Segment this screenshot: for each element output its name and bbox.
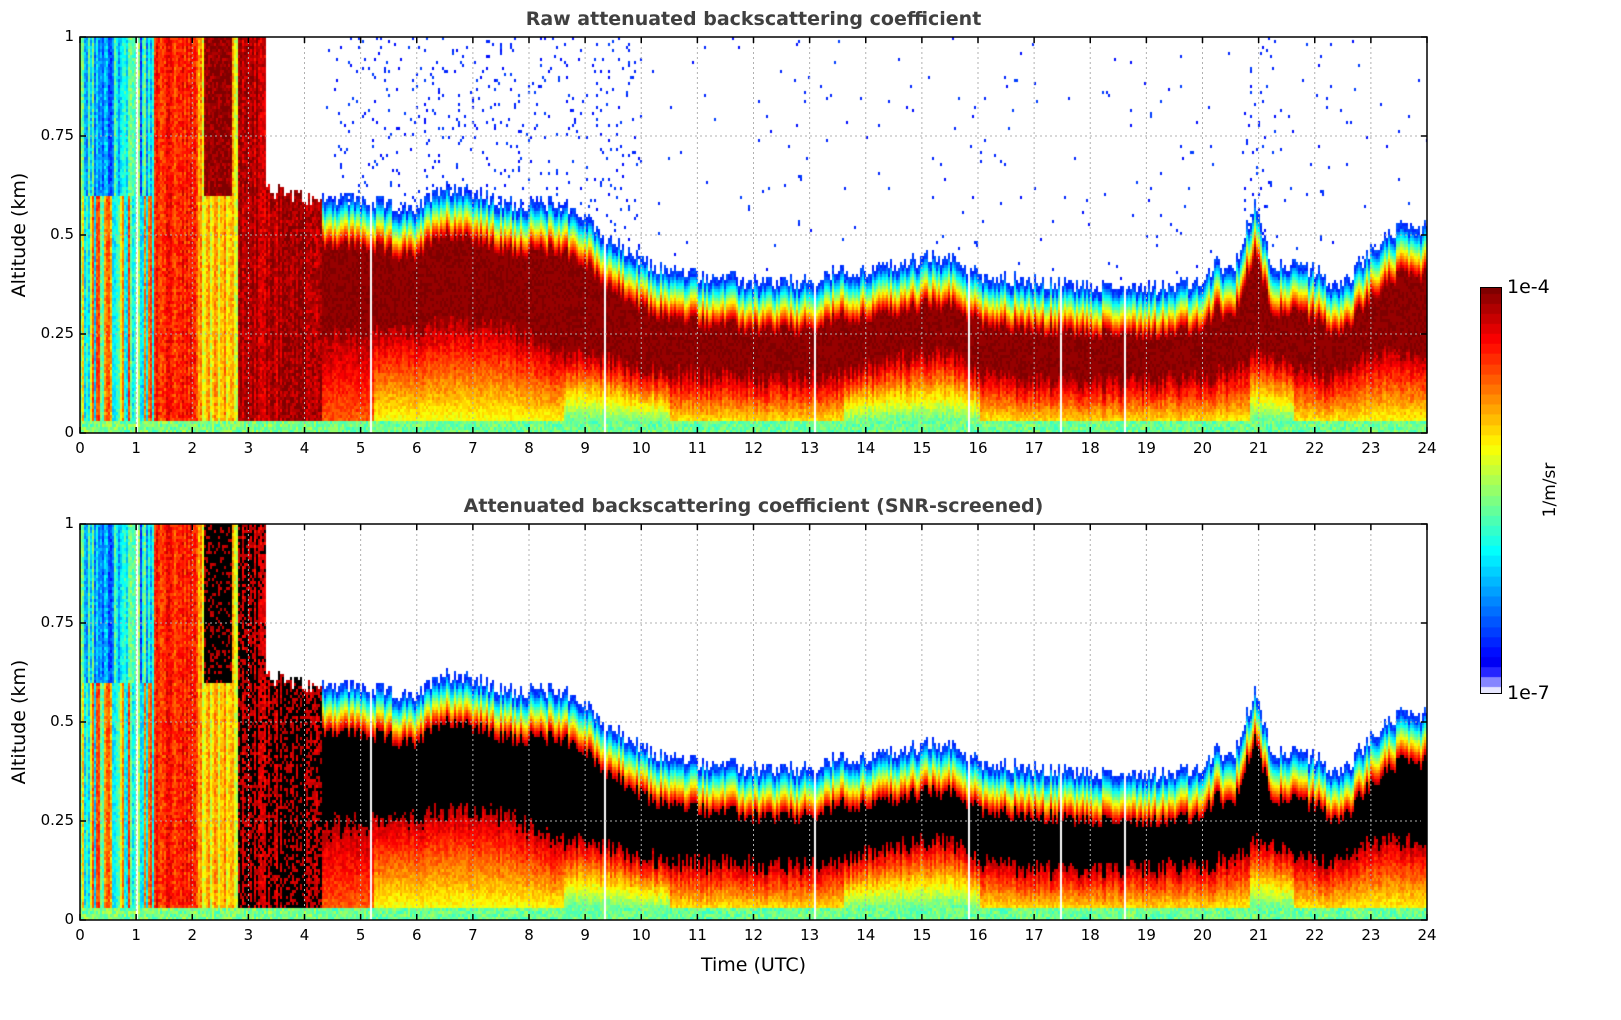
y-tick-label: 0.25 (40, 324, 74, 342)
y-tick-label: 0.5 (50, 225, 74, 243)
x-tick-label: 22 (1305, 439, 1325, 457)
x-tick-label: 12 (743, 439, 764, 457)
y-tick-label: 0.25 (40, 811, 74, 829)
x-tick-label: 16 (968, 439, 988, 457)
x-tick-label: 8 (524, 926, 534, 944)
x-tick-label: 10 (631, 926, 651, 944)
y-tick-label: 0.75 (40, 126, 74, 144)
x-tick-label: 9 (580, 926, 590, 944)
x-tick-label: 21 (1249, 926, 1269, 944)
x-tick-label: 18 (1080, 439, 1100, 457)
x-tick-label: 0 (75, 926, 85, 944)
x-tick-label: 2 (187, 439, 198, 457)
x-tick-label: 3 (243, 926, 254, 944)
x-tick-label: 23 (1361, 926, 1381, 944)
colorbar-max-label: 1e-4 (1507, 276, 1550, 298)
x-tick-label: 7 (468, 926, 478, 944)
y-tick-label: 0.5 (50, 712, 74, 730)
axes-frame (79, 36, 1428, 434)
colorbar-gradient (1481, 288, 1501, 693)
x-tick-label: 18 (1080, 926, 1100, 944)
x-tick-label: 24 (1417, 439, 1437, 457)
x-tick-label: 11 (687, 439, 707, 457)
x-tick-label: 9 (580, 439, 590, 457)
heatmap-panel-screened[interactable] (79, 523, 1428, 921)
x-tick-label: 10 (631, 439, 651, 457)
y-tick-label: 1 (64, 514, 74, 532)
chart-title-raw: Raw attenuated backscattering coefficien… (525, 8, 982, 30)
axes-frame (79, 523, 1428, 921)
x-tick-label: 5 (355, 439, 366, 457)
x-tick-label: 17 (1024, 926, 1044, 944)
x-tick-label: 7 (468, 439, 478, 457)
y-tick-label: 0 (64, 423, 74, 441)
x-tick-label: 5 (355, 926, 366, 944)
colorbar (1480, 287, 1502, 694)
y-tick-label: 1 (64, 27, 74, 45)
x-tick-label: 4 (299, 439, 310, 457)
x-tick-label: 17 (1024, 439, 1044, 457)
chart-title-screened: Attenuated backscattering coefficient (S… (463, 495, 1044, 517)
x-tick-label: 22 (1305, 926, 1325, 944)
x-tick-label: 4 (299, 926, 310, 944)
y-tick-label: 0 (64, 910, 74, 928)
x-tick-label: 23 (1361, 439, 1381, 457)
x-tick-label: 14 (856, 439, 876, 457)
colorbar-unit-label: 1/m/sr (1540, 462, 1560, 518)
x-tick-label: 12 (743, 926, 764, 944)
x-tick-label: 15 (912, 439, 932, 457)
x-tick-label: 24 (1417, 926, 1437, 944)
x-tick-label: 20 (1192, 439, 1213, 457)
x-tick-label: 2 (187, 926, 198, 944)
x-axis-label: Time (UTC) (700, 954, 807, 976)
x-tick-label: 6 (411, 439, 422, 457)
x-tick-label: 15 (912, 926, 932, 944)
x-tick-label: 20 (1192, 926, 1213, 944)
axes-screened (79, 523, 1428, 921)
x-tick-label: 1 (131, 439, 141, 457)
x-tick-label: 13 (800, 926, 820, 944)
x-tick-label: 21 (1249, 439, 1269, 457)
x-tick-label: 11 (687, 926, 707, 944)
x-tick-label: 19 (1136, 926, 1156, 944)
x-tick-label: 3 (243, 439, 254, 457)
x-tick-label: 19 (1136, 439, 1156, 457)
axes-raw (79, 36, 1428, 434)
x-tick-label: 0 (75, 439, 85, 457)
x-tick-label: 13 (800, 439, 820, 457)
heatmap-panel-raw[interactable] (79, 36, 1428, 434)
x-tick-label: 6 (411, 926, 422, 944)
x-tick-label: 14 (856, 926, 876, 944)
y-tick-label: 0.75 (40, 613, 74, 631)
x-tick-label: 1 (131, 926, 141, 944)
colorbar-min-label: 1e-7 (1507, 682, 1550, 704)
x-tick-label: 8 (524, 439, 534, 457)
x-tick-label: 16 (968, 926, 988, 944)
